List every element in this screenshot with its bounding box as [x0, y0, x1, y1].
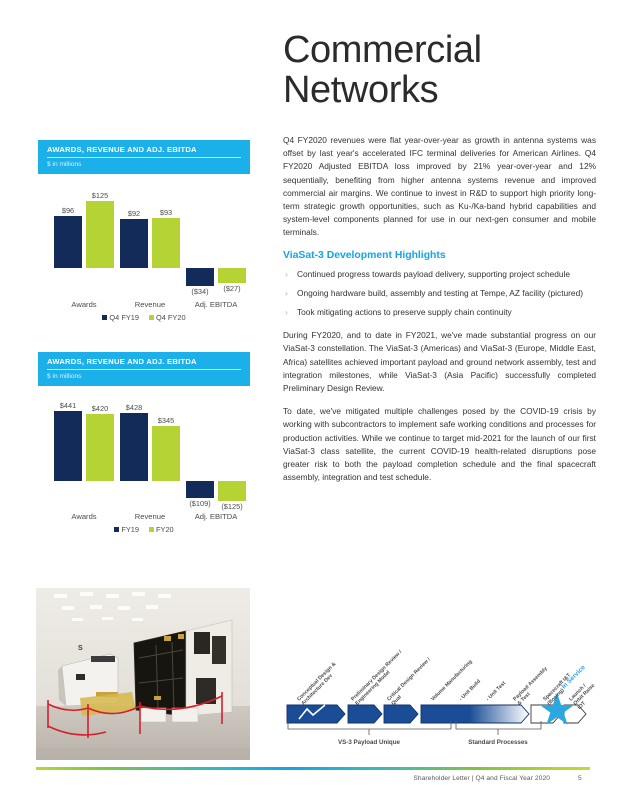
category-label-adjebitda: Adj. EBITDA [194, 511, 238, 521]
chart-legend: Q4 FY19 Q4 FY20 [38, 313, 250, 322]
process-chevron-4 [420, 704, 530, 724]
bar-value-label: ($109) [189, 499, 211, 509]
bracket-label-right: Standard Processes [468, 739, 528, 746]
bar-value-label: $92 [127, 208, 141, 218]
legend-label: Q4 FY20 [156, 312, 186, 322]
chevron-right-icon: › [285, 268, 288, 279]
photo-illustration: S [36, 588, 250, 760]
chart-card-annual: AWARDS, REVENUE AND ADJ. EBITDA $ in mil… [38, 352, 250, 536]
bracket-label-left: VS-3 Payload Unique [338, 739, 400, 746]
highlight-text: Ongoing hardware build, assembly and tes… [297, 287, 583, 298]
viasat3-process-diagram: VS-3 Payload Unique Standard Processes I… [283, 645, 613, 750]
svg-text:S: S [78, 645, 83, 652]
bar-value-label: $93 [159, 208, 173, 218]
article-body: Q4 FY2020 revenues were flat year-over-y… [283, 134, 599, 494]
bar-awards-fy20 [86, 413, 114, 481]
legend-swatch [114, 526, 120, 532]
bar-adjebitda-fy19 [186, 480, 214, 499]
chart-header-quarterly: AWARDS, REVENUE AND ADJ. EBITDA $ in mil… [38, 140, 250, 174]
footer-page-number: 5 [578, 775, 582, 782]
bar-value-label: ($34) [191, 287, 209, 297]
chevron-right-icon: › [285, 307, 288, 318]
paragraph-constellation: During FY2020, and to date in FY2021, we… [283, 330, 596, 394]
paragraph-intro: Q4 FY2020 revenues were flat year-over-y… [283, 135, 596, 238]
bar-value-label: $125 [91, 190, 109, 200]
process-diagram-svg: VS-3 Payload Unique Standard Processes I… [286, 649, 596, 746]
page-title: Commercial Networks [283, 30, 603, 110]
process-step-label-5: - Unit Build [458, 679, 482, 703]
legend-item-q4fy19: Q4 FY19 [102, 313, 139, 322]
chart-legend: FY19 FY20 [38, 525, 250, 534]
bar-adjebitda-q4fy20 [218, 268, 246, 283]
in-service-star-icon [540, 693, 574, 725]
bar-value-label: ($125) [221, 501, 243, 511]
legend-label: FY20 [156, 524, 174, 534]
bar-adjebitda-fy20 [218, 480, 246, 501]
process-chevron-1 [286, 704, 346, 724]
bar-value-label: $441 [59, 400, 77, 410]
category-label-revenue: Revenue [134, 299, 166, 309]
bar-chart-annual: $441 $428 ($109) $420 $345 ($125) Awards Revenu… [38, 386, 250, 536]
bar-value-label: ($27) [223, 283, 241, 293]
bar-awards-fy19 [54, 410, 82, 481]
chart-subtitle: $ in millions [47, 160, 82, 168]
paragraph-covid: To date, we've mitigated multiple challe… [283, 406, 596, 483]
process-chevron-3 [383, 704, 419, 724]
bar-revenue-fy20 [152, 425, 180, 481]
bar-revenue-q4fy20 [152, 218, 180, 268]
bar-value-label: $420 [91, 403, 109, 413]
legend-item-q4fy20: Q4 FY20 [149, 313, 186, 322]
legend-item-fy20: FY20 [149, 525, 174, 534]
process-step-label-6: - Unit Test [485, 680, 507, 702]
bar-value-label: $428 [125, 402, 143, 412]
category-label-adjebitda: Adj. EBITDA [194, 299, 238, 309]
diagram-brackets [287, 721, 542, 735]
legend-swatch [102, 314, 108, 320]
page-title-line1: Commercial [283, 29, 482, 71]
bar-awards-q4fy20 [86, 200, 114, 268]
legend-label: Q4 FY19 [109, 312, 139, 322]
chart-title: AWARDS, REVENUE AND ADJ. EBITDA [47, 145, 241, 158]
legend-item-fy19: FY19 [114, 525, 139, 534]
progress-zigzag-icon [298, 704, 326, 720]
section-heading-viasat3: ViaSat-3 Development Highlights [283, 249, 446, 261]
legend-swatch [149, 314, 154, 320]
bar-revenue-q4fy19 [120, 218, 148, 268]
chart-subtitle: $ in millions [47, 372, 82, 380]
page-title-line2: Networks [283, 69, 439, 111]
process-step-label-1: Conceptual Design &Architecture Dev [296, 661, 342, 707]
chart-title: AWARDS, REVENUE AND ADJ. EBITDA [47, 357, 241, 370]
bar-chart-quarterly: $96 $92 ($34) $125 $93 ($27) Awards Revenue Adj.… [38, 174, 250, 324]
satellite-cleanroom-photo: S [36, 588, 250, 760]
footer-gradient-bar [36, 767, 590, 770]
highlight-text: Continued progress towards payload deliv… [297, 268, 571, 279]
highlight-text: Took mitigating actions to preserve supp… [297, 307, 512, 318]
category-label-revenue: Revenue [134, 511, 166, 521]
legend-label: FY19 [121, 524, 139, 534]
chevron-right-icon: › [285, 287, 288, 298]
bar-adjebitda-q4fy19 [186, 268, 214, 287]
chart-header-annual: AWARDS, REVENUE AND ADJ. EBITDA $ in mil… [38, 352, 250, 386]
highlight-item: › Ongoing hardware build, assembly and te… [283, 287, 596, 300]
bar-value-label: $345 [157, 415, 175, 425]
process-step-labels: Conceptual Design &Architecture Dev Preli… [296, 649, 596, 711]
highlight-item: › Took mitigating actions to preserve sup… [283, 306, 596, 319]
left-column: AWARDS, REVENUE AND ADJ. EBITDA $ in mil… [0, 0, 276, 810]
footer-text: Shareholder Letter | Q4 and Fiscal Year … [413, 775, 550, 782]
bar-value-label: $96 [61, 206, 75, 216]
process-step-label-3: Critical Design Review /Qual [386, 656, 436, 706]
highlights-list: › Continued progress towards payload deli… [283, 268, 596, 320]
legend-swatch [149, 526, 154, 532]
bar-awards-q4fy19 [54, 216, 82, 268]
chart-card-quarterly: AWARDS, REVENUE AND ADJ. EBITDA $ in mil… [38, 140, 250, 324]
process-chevron-2 [347, 704, 383, 724]
bar-revenue-fy19 [120, 412, 148, 481]
category-label-awards: Awards [71, 299, 97, 309]
category-label-awards: Awards [71, 511, 97, 521]
highlight-item: › Continued progress towards payload deli… [283, 268, 596, 281]
